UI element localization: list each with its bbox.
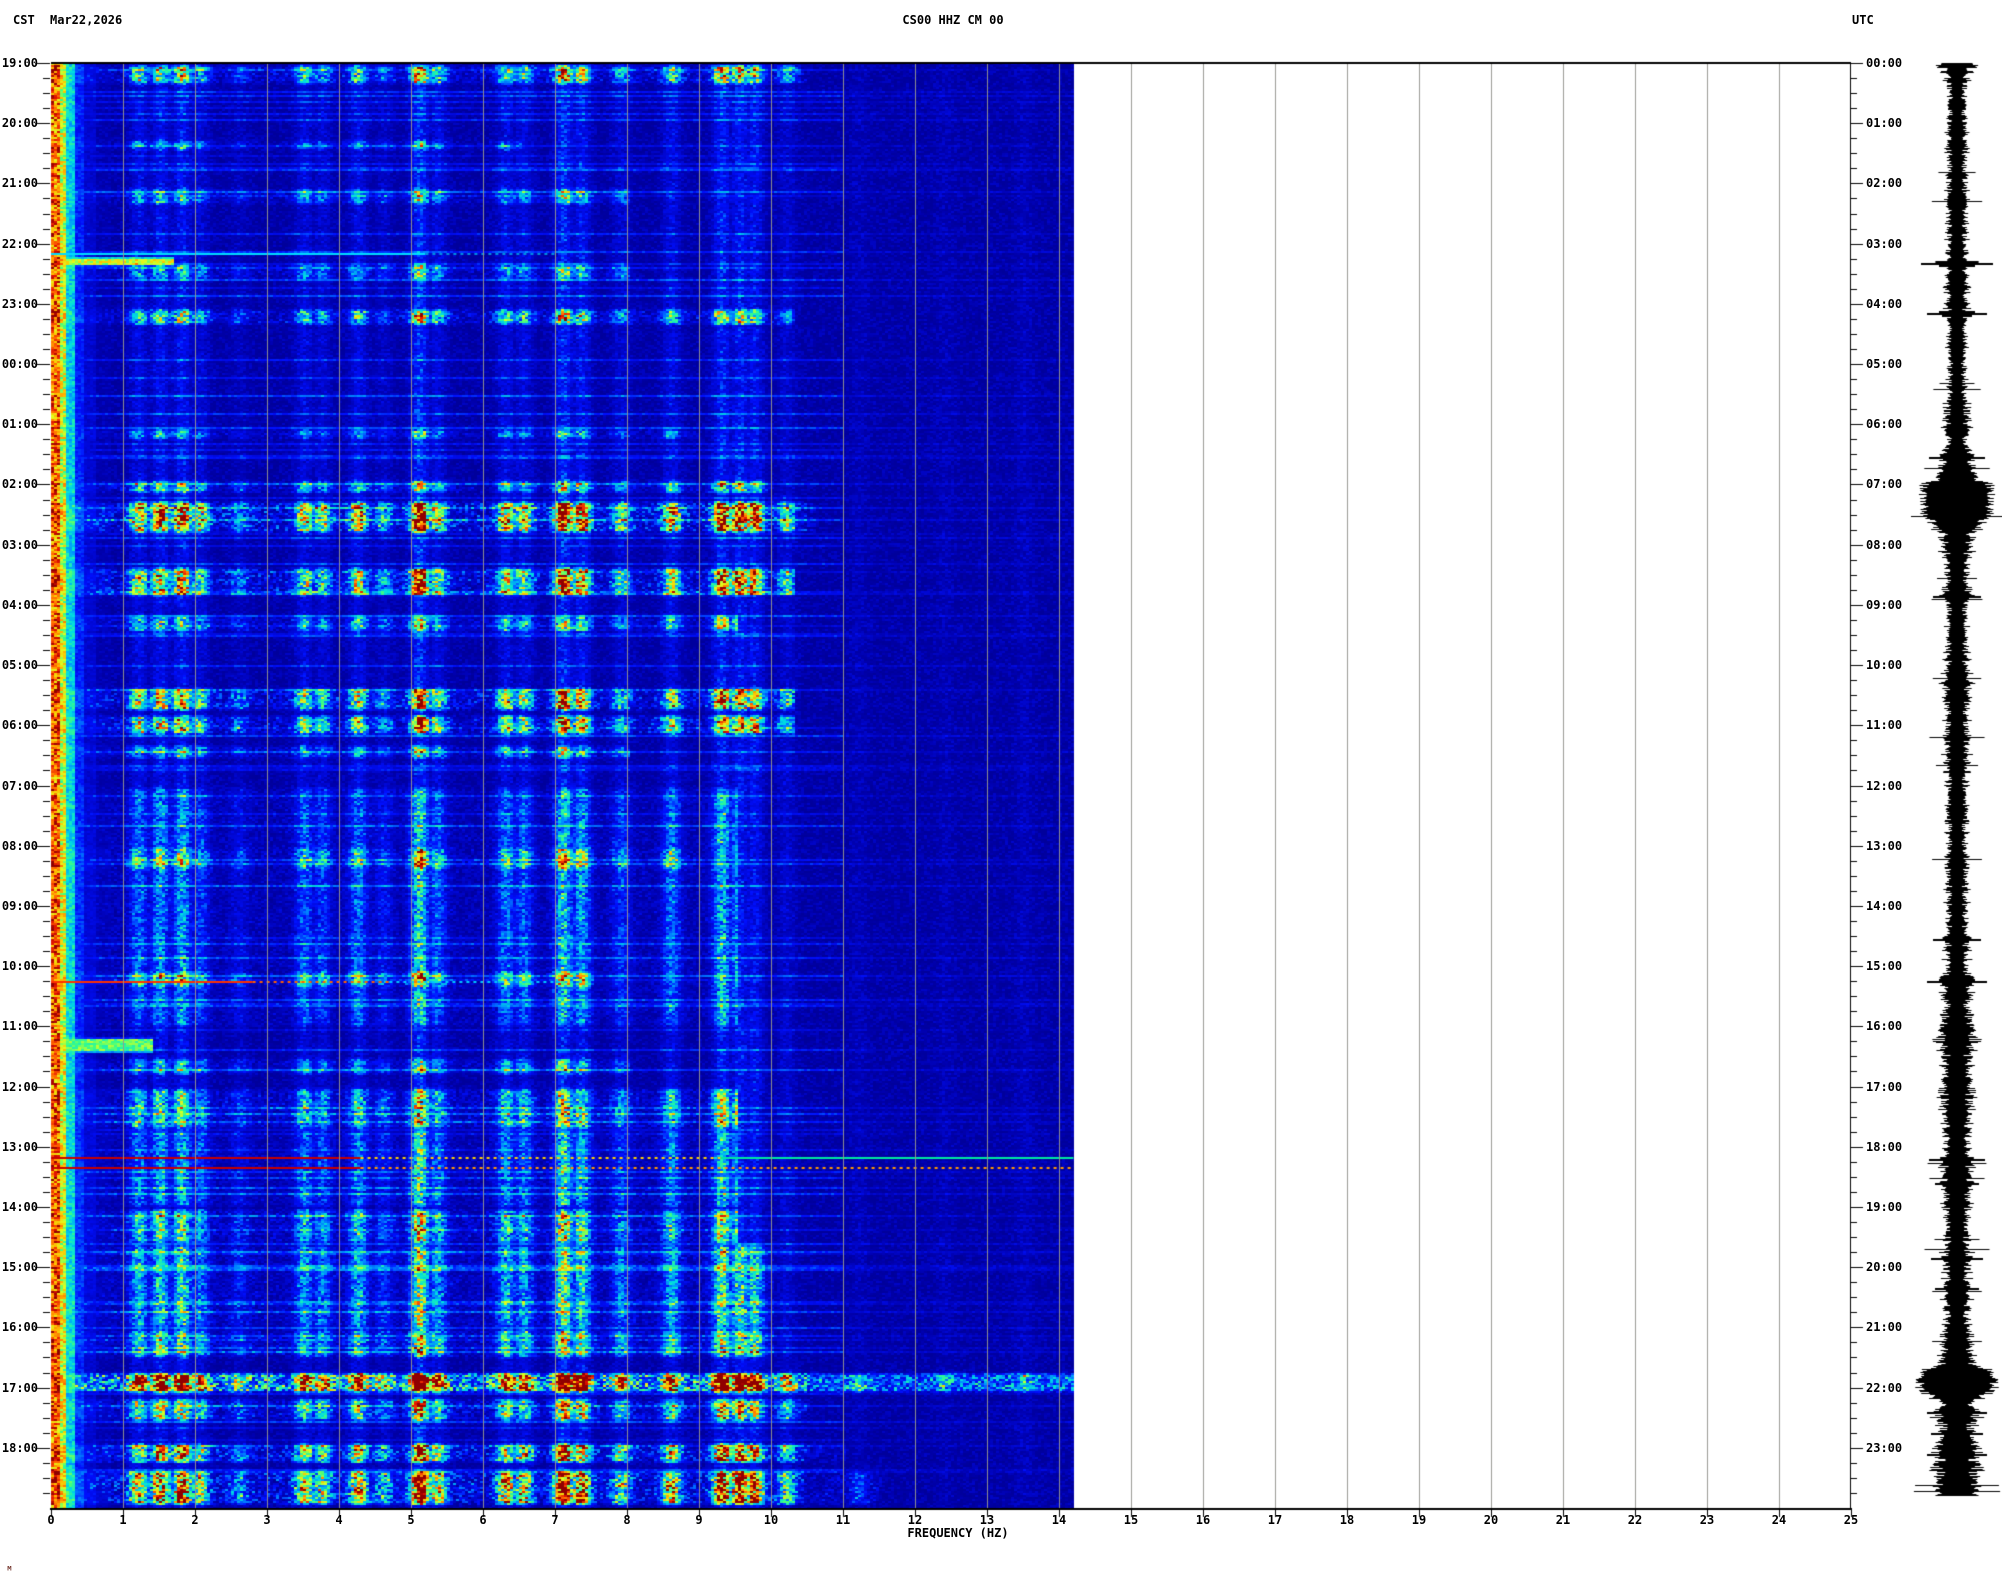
freq-tick-label: 7 (551, 1513, 559, 1527)
left-time-label: 11:00 (1, 1019, 38, 1034)
right-time-label: 15:00 (1866, 959, 1903, 974)
left-time-label: 14:00 (1, 1199, 38, 1214)
corner-artifact-mark: M (7, 1564, 12, 1573)
freq-tick-label: 2 (191, 1513, 199, 1527)
timezone-left-label: CST (13, 13, 35, 27)
left-time-label: 12:00 (1, 1079, 38, 1094)
left-time-label: 06:00 (1, 718, 38, 733)
right-time-label: 05:00 (1866, 357, 1903, 372)
right-time-label: 13:00 (1866, 838, 1903, 853)
left-time-label: 10:00 (1, 959, 38, 974)
right-time-label: 18:00 (1866, 1139, 1903, 1154)
left-time-label: 23:00 (1, 296, 38, 311)
right-time-label: 20:00 (1866, 1260, 1903, 1275)
left-time-label: 15:00 (1, 1260, 38, 1275)
left-time-label: 00:00 (1, 357, 38, 372)
freq-tick-label: 13 (979, 1513, 995, 1527)
date-label: Mar22,2026 (50, 13, 123, 27)
freq-tick-label: 22 (1627, 1513, 1643, 1527)
left-time-label: 04:00 (1, 597, 38, 612)
left-time-label: 13:00 (1, 1139, 38, 1154)
right-time-label: 14:00 (1866, 898, 1903, 913)
freq-tick-label: 10 (763, 1513, 779, 1527)
left-time-label: 21:00 (1, 176, 38, 191)
freq-tick-label: 4 (335, 1513, 343, 1527)
freq-tick-label: 20 (1483, 1513, 1499, 1527)
freq-tick-label: 8 (623, 1513, 631, 1527)
freq-tick-label: 11 (835, 1513, 851, 1527)
left-time-label: 17:00 (1, 1380, 38, 1395)
freq-tick-label: 12 (907, 1513, 923, 1527)
right-time-label: 09:00 (1866, 597, 1903, 612)
left-time-label: 08:00 (1, 838, 38, 853)
freq-tick-label: 21 (1555, 1513, 1571, 1527)
right-time-label: 19:00 (1866, 1199, 1903, 1214)
freq-tick-label: 16 (1195, 1513, 1211, 1527)
freq-tick-label: 18 (1339, 1513, 1355, 1527)
right-time-label: 11:00 (1866, 718, 1903, 733)
right-time-label: 12:00 (1866, 778, 1903, 793)
left-time-label: 07:00 (1, 778, 38, 793)
left-time-label: 02:00 (1, 477, 38, 492)
timezone-right-label: UTC (1852, 13, 1874, 27)
freq-tick-label: 19 (1411, 1513, 1427, 1527)
freq-tick-label: 9 (695, 1513, 703, 1527)
right-time-label: 06:00 (1866, 417, 1903, 432)
left-time-label: 05:00 (1, 658, 38, 673)
left-time-label: 03:00 (1, 537, 38, 552)
right-time-label: 22:00 (1866, 1380, 1903, 1395)
freq-tick-label: 14 (1051, 1513, 1067, 1527)
freq-tick-label: 25 (1843, 1513, 1859, 1527)
right-time-label: 04:00 (1866, 296, 1903, 311)
left-time-label: 20:00 (1, 116, 38, 131)
freq-tick-label: 5 (407, 1513, 415, 1527)
left-time-label: 19:00 (1, 56, 38, 70)
freq-tick-label: 3 (263, 1513, 271, 1527)
freq-tick-label: 15 (1123, 1513, 1139, 1527)
freq-tick-label: 24 (1771, 1513, 1787, 1527)
right-time-label: 03:00 (1866, 236, 1903, 251)
right-time-label: 07:00 (1866, 477, 1903, 492)
right-time-label: 01:00 (1866, 116, 1903, 131)
left-time-label: 18:00 (1, 1440, 38, 1455)
left-time-label: 22:00 (1, 236, 38, 251)
right-time-label: 02:00 (1866, 176, 1903, 191)
left-time-label: 09:00 (1, 898, 38, 913)
frequency-axis-title: FREQUENCY (HZ) (907, 1526, 1009, 1540)
right-time-label: 00:00 (1866, 56, 1903, 70)
left-time-label: 16:00 (1, 1320, 38, 1335)
right-time-label: 23:00 (1866, 1440, 1903, 1455)
right-time-label: 08:00 (1866, 537, 1903, 552)
left-time-label: 01:00 (1, 417, 38, 432)
freq-tick-label: 0 (47, 1513, 55, 1527)
freq-tick-label: 6 (479, 1513, 487, 1527)
right-time-label: 16:00 (1866, 1019, 1903, 1034)
right-time-label: 21:00 (1866, 1320, 1903, 1335)
freq-tick-label: 17 (1267, 1513, 1283, 1527)
right-time-label: 10:00 (1866, 658, 1903, 673)
freq-tick-label: 1 (119, 1513, 127, 1527)
freq-tick-label: 23 (1699, 1513, 1715, 1527)
right-time-label: 17:00 (1866, 1079, 1903, 1094)
station-title: CS00 HHZ CM 00 (902, 13, 1004, 27)
